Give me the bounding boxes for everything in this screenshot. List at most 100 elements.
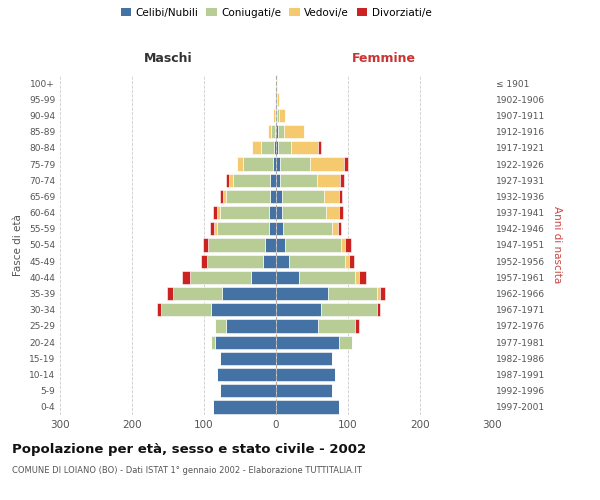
Bar — [277, 109, 279, 122]
Bar — [261, 141, 274, 154]
Y-axis label: Anni di nascita: Anni di nascita — [552, 206, 562, 284]
Bar — [349, 254, 355, 268]
Bar — [340, 190, 342, 203]
Bar — [274, 141, 276, 154]
Bar — [275, 92, 276, 106]
Bar — [276, 190, 282, 203]
Bar — [345, 238, 351, 252]
Bar — [355, 270, 359, 284]
Bar — [269, 206, 276, 220]
Bar — [223, 190, 226, 203]
Y-axis label: Fasce di età: Fasce di età — [13, 214, 23, 276]
Bar — [341, 238, 345, 252]
Bar — [243, 158, 273, 170]
Bar — [211, 303, 276, 316]
Bar — [229, 174, 233, 187]
Bar — [280, 158, 310, 170]
Bar — [276, 125, 278, 138]
Legend: Celibi/Nubili, Coniugati/e, Vedovi/e, Divorziati/e: Celibi/Nubili, Coniugati/e, Vedovi/e, Di… — [121, 8, 431, 18]
Bar — [233, 174, 270, 187]
Bar — [276, 141, 278, 154]
Bar — [326, 206, 340, 220]
Bar — [276, 384, 332, 398]
Bar — [276, 254, 289, 268]
Bar — [317, 174, 340, 187]
Bar — [380, 287, 385, 300]
Bar — [282, 206, 326, 220]
Bar — [157, 303, 161, 316]
Bar — [318, 320, 355, 332]
Bar — [275, 109, 276, 122]
Text: COMUNE DI LOIANO (BO) - Dati ISTAT 1° gennaio 2002 - Elaborazione TUTTITALIA.IT: COMUNE DI LOIANO (BO) - Dati ISTAT 1° ge… — [12, 466, 362, 475]
Bar — [215, 336, 276, 349]
Bar — [328, 287, 377, 300]
Bar — [276, 352, 332, 365]
Bar — [276, 287, 328, 300]
Text: Maschi: Maschi — [143, 52, 193, 66]
Bar — [215, 320, 226, 332]
Bar — [222, 287, 276, 300]
Bar — [190, 270, 251, 284]
Bar — [263, 254, 276, 268]
Bar — [276, 109, 277, 122]
Bar — [278, 125, 284, 138]
Bar — [289, 254, 345, 268]
Bar — [276, 76, 277, 90]
Bar — [340, 336, 352, 349]
Bar — [291, 141, 319, 154]
Bar — [268, 125, 271, 138]
Bar — [310, 158, 344, 170]
Bar — [276, 270, 299, 284]
Bar — [276, 206, 282, 220]
Bar — [284, 238, 341, 252]
Bar — [270, 190, 276, 203]
Bar — [277, 92, 279, 106]
Bar — [280, 174, 317, 187]
Bar — [207, 254, 263, 268]
Bar — [182, 270, 190, 284]
Bar — [217, 368, 276, 381]
Text: Femmine: Femmine — [352, 52, 416, 66]
Bar — [252, 141, 261, 154]
Bar — [332, 222, 338, 235]
Bar — [161, 303, 211, 316]
Bar — [173, 287, 222, 300]
Bar — [276, 174, 280, 187]
Bar — [212, 400, 276, 413]
Bar — [323, 190, 340, 203]
Bar — [220, 190, 223, 203]
Bar — [320, 303, 377, 316]
Bar — [276, 158, 280, 170]
Bar — [377, 303, 380, 316]
Bar — [220, 206, 269, 220]
Bar — [214, 206, 217, 220]
Bar — [345, 254, 349, 268]
Bar — [276, 92, 277, 106]
Bar — [299, 270, 355, 284]
Bar — [217, 222, 269, 235]
Bar — [273, 109, 275, 122]
Bar — [283, 222, 332, 235]
Bar — [275, 125, 276, 138]
Bar — [226, 190, 270, 203]
Bar — [276, 222, 283, 235]
Bar — [276, 368, 335, 381]
Bar — [226, 320, 276, 332]
Bar — [276, 238, 284, 252]
Bar — [340, 206, 343, 220]
Bar — [319, 141, 322, 154]
Text: Popolazione per età, sesso e stato civile - 2002: Popolazione per età, sesso e stato civil… — [12, 442, 366, 456]
Bar — [226, 174, 229, 187]
Bar — [201, 254, 207, 268]
Bar — [208, 238, 265, 252]
Bar — [214, 222, 217, 235]
Bar — [279, 109, 284, 122]
Bar — [220, 352, 276, 365]
Bar — [377, 287, 380, 300]
Bar — [251, 270, 276, 284]
Bar — [273, 158, 276, 170]
Bar — [265, 238, 276, 252]
Bar — [276, 336, 340, 349]
Bar — [359, 270, 366, 284]
Bar — [217, 206, 220, 220]
